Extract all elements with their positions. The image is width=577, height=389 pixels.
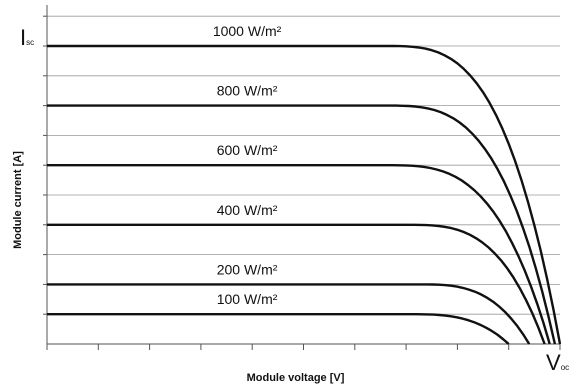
isc-marker-sub: sc <box>26 38 35 47</box>
series-curve <box>47 283 531 345</box>
x-axis-label: Module voltage [V] <box>246 372 345 384</box>
isc-marker-main: I <box>20 25 27 50</box>
isc-marker: Isc <box>20 25 34 51</box>
series-label: 100 W/m² <box>217 291 278 307</box>
voc-marker: Voc <box>546 350 569 376</box>
series-curve <box>47 44 562 345</box>
series-label: 200 W/m² <box>217 261 278 277</box>
x-axis-label-wrap: Module voltage [V] <box>0 372 577 384</box>
series-curve <box>47 163 551 345</box>
series-label: 1000 W/m² <box>213 23 282 39</box>
series-curve <box>47 223 546 345</box>
series-curve <box>47 313 510 345</box>
series-label: 800 W/m² <box>217 83 278 99</box>
series-label: 600 W/m² <box>217 142 278 158</box>
voc-marker-main: V <box>546 350 561 375</box>
voc-marker-sub: oc <box>560 363 570 372</box>
series-curve <box>47 104 557 345</box>
series-label: 400 W/m² <box>217 202 278 218</box>
y-axis-label: Module current [A] <box>12 151 24 249</box>
